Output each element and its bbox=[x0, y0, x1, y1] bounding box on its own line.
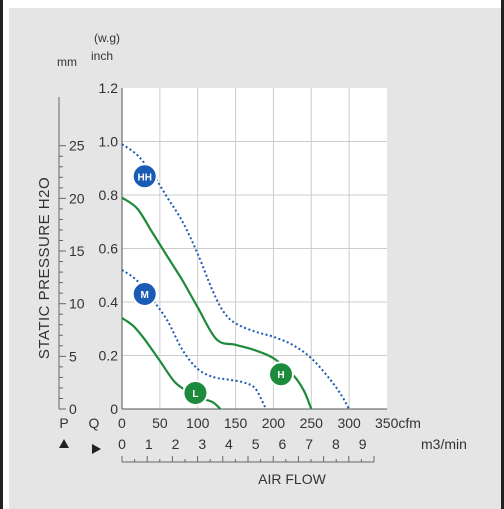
y-mm-tick-label: 0 bbox=[69, 401, 77, 417]
x-m3-tick-label: 9 bbox=[359, 436, 367, 452]
x-cfm-tick-label: 300 bbox=[337, 415, 361, 431]
inch-unit-label: inch bbox=[91, 49, 113, 63]
badge-l bbox=[182, 379, 209, 406]
y-inch-tick-labels: 1.2 1.0 0.8 0.6 0.4 0.2 0 bbox=[99, 80, 119, 417]
y-mm-tick-labels: 25 20 15 10 5 0 bbox=[69, 138, 85, 417]
x-cfm-tick-label: 250 bbox=[300, 415, 324, 431]
x-axis-title: AIR FLOW bbox=[258, 471, 326, 487]
y-mm-tick-label: 25 bbox=[69, 138, 85, 154]
x-cfm-tick-label: 0 bbox=[118, 415, 126, 431]
badge-hh bbox=[131, 163, 158, 190]
x-cfm-tick-label: 200 bbox=[262, 415, 286, 431]
p-up-arrow-icon bbox=[59, 439, 69, 448]
p-label: P bbox=[59, 415, 68, 431]
y-mm-tick-label: 5 bbox=[69, 348, 77, 364]
x-m3-tick-label: 0 bbox=[118, 436, 126, 452]
y-mm-tick-label: 10 bbox=[69, 296, 85, 312]
y-inch-tick-label: 0.2 bbox=[99, 348, 119, 364]
y-inch-tick-label: 0 bbox=[110, 401, 118, 417]
x-cfm-tick-labels: 0 50 100 150 200 250 300 350cfm bbox=[118, 415, 421, 431]
series-line-hh bbox=[121, 143, 350, 410]
badge-label-l: L bbox=[192, 389, 198, 400]
x-m3-tick-label: 6 bbox=[279, 436, 287, 452]
x-m3-tick-label: 7 bbox=[305, 436, 313, 452]
y-inch-tick-label: 1.2 bbox=[99, 80, 119, 96]
series-line-l bbox=[121, 317, 222, 410]
performance-chart: (w.g) mm inch 1.21.00.80.60.40.20 252015… bbox=[36, 31, 467, 487]
mm-ticks bbox=[59, 145, 66, 410]
x-m3-tick-label: 2 bbox=[172, 436, 180, 452]
q-label: Q bbox=[89, 415, 100, 431]
y-inch-tick-label: 0.6 bbox=[99, 241, 119, 257]
x-cfm-tick-label: 50 bbox=[152, 415, 168, 431]
x-m3-tick-labels: 0 1 2 3 4 5 6 7 8 9 m3/min bbox=[118, 436, 467, 452]
x-cfm-tick-label: 150 bbox=[224, 415, 248, 431]
y-inch-tick-label: 0.8 bbox=[99, 187, 119, 203]
y-mm-tick-label: 20 bbox=[69, 190, 85, 206]
airflow-ruler-ticks bbox=[121, 456, 375, 462]
badge-h bbox=[268, 361, 294, 388]
x-m3-tick-label: 5 bbox=[252, 436, 260, 452]
badge-label-h: H bbox=[277, 370, 284, 381]
y-mm-tick-label: 15 bbox=[69, 243, 85, 259]
badge-label-m: M bbox=[141, 290, 149, 301]
badge-m bbox=[131, 280, 158, 307]
y-inch-tick-label: 1.0 bbox=[99, 134, 119, 150]
x-m3-unit-label: m3/min bbox=[421, 436, 467, 452]
x-m3-tick-label: 1 bbox=[145, 436, 153, 452]
x-cfm-tick-label: 100 bbox=[186, 415, 210, 431]
mm-unit-label: mm bbox=[57, 55, 77, 69]
y-inch-tick-label: 0.4 bbox=[99, 294, 119, 310]
x-m3-tick-label: 3 bbox=[198, 436, 206, 452]
y-axis-title: STATIC PRESSURE H2O bbox=[36, 177, 53, 359]
x-m3-tick-label: 8 bbox=[332, 436, 340, 452]
chart-panel: (w.g) mm inch 1.2 1.0 0.8 0.6 0.4 0.2 0 25 20 15… bbox=[9, 8, 501, 509]
grid bbox=[122, 88, 387, 409]
x-cfm-tick-label: 350cfm bbox=[375, 415, 421, 431]
q-right-arrow-icon bbox=[92, 444, 101, 454]
badges-group: HH M H L bbox=[131, 163, 294, 406]
x-m3-tick-label: 4 bbox=[225, 436, 233, 452]
inch-unit-top: (w.g) bbox=[94, 31, 120, 45]
badge-label-hh: HH bbox=[137, 172, 151, 183]
